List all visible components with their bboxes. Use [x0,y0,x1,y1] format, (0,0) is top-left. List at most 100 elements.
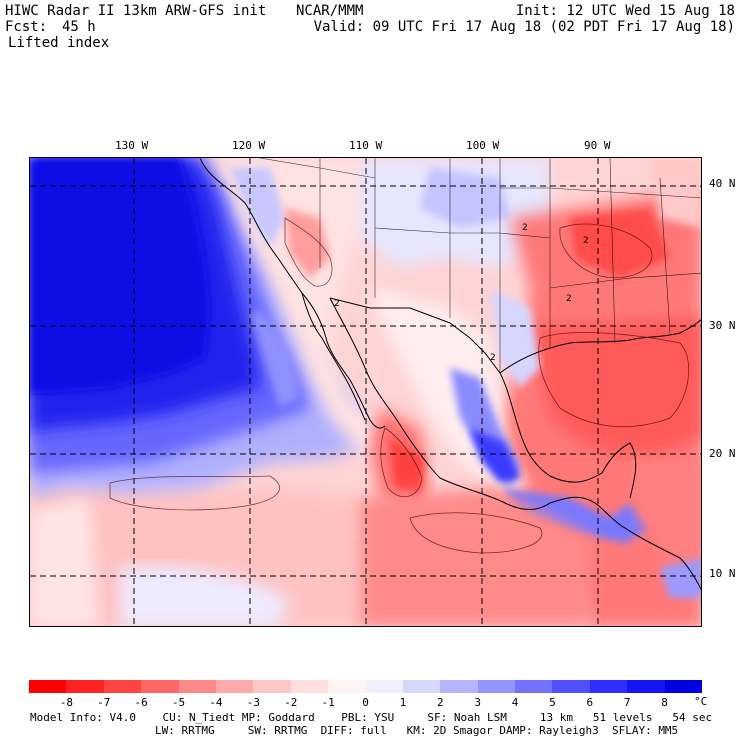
western-us-field [215,158,385,453]
lat-label: 10 N [709,567,736,580]
legend-tick-label: -2 [284,696,298,709]
state-border-line [500,187,701,199]
contour-label: 2 [334,299,340,309]
contour-label: 2 [522,223,528,233]
state-border-line [259,158,376,179]
legend-swatch [440,680,478,693]
state-borders [259,158,701,373]
pacific-blue-deep [30,158,210,393]
model-info-line2: LW: RRTMG SW: RRTMG DIFF: full KM: 2D Sm… [155,724,679,737]
midsouth-red-core [570,208,670,278]
legend-swatch [253,680,291,693]
legend-tick-label: 0 [362,696,369,709]
legend-tick-label: 7 [623,696,631,709]
lat-label: 30 N [709,319,736,332]
state-border-line [549,272,701,289]
legend-tick-label: -4 [209,696,223,709]
lat-label: 40 N [709,177,736,190]
northeast-light [650,158,701,228]
legend-swatch [552,680,590,693]
gulf-coast-mexico [499,372,637,499]
legend-tick-label: 8 [661,696,668,709]
state-border-line [609,158,616,344]
state-border-line [659,177,671,334]
lat-label: 20 N [709,447,736,460]
west-coast-line [199,158,386,429]
us-mexico-border [329,297,501,374]
legend-tick-label: 6 [586,696,594,709]
legend-tick-label: -5 [171,696,186,709]
legend-swatch [627,680,665,693]
lon-label: 100 W [466,139,500,152]
valid-time: Valid: 09 UTC Fri 17 Aug 18 (02 PDT Fri … [313,19,735,35]
legend-swatch [328,680,366,693]
southern-mexico-blue [500,488,650,543]
contour-line [538,332,690,428]
legend-swatch [66,680,104,693]
lon-label: 120 W [232,139,266,152]
lon-label: 90 W [584,139,611,152]
contour-label: 2 [490,353,496,363]
legend-tick-label: -7 [97,696,111,709]
legend-tick-label: 3 [474,696,481,709]
south-bluish-field [120,565,290,626]
model-info-line1: Model Info: V4.0 CU: N_Tiedt MP: Goddard… [30,711,713,724]
mexico-pacific-coast [329,297,701,591]
forecast-hour: 45 h [62,19,96,35]
legend-tick-label: -1 [321,696,335,709]
init-time: Init: 12 UTC Wed 15 Aug 18 [515,3,735,19]
legend-swatch [365,680,403,693]
west-mexico-red-core [390,438,425,498]
legend-swatch [103,680,142,693]
gulf-red-core [530,318,701,458]
contour-line [284,217,333,287]
legend-tick-label: 5 [549,696,556,709]
contour-line [109,475,281,511]
northern-plains-blue [420,168,510,228]
legend-swatch [178,680,216,693]
legend-tick-label: 2 [436,696,444,709]
legend-swatch [664,680,703,693]
forecast-label: Fcst: [5,19,48,35]
legend-swatch [290,680,329,693]
legend-tick-label: -8 [59,696,73,709]
legend-swatch [215,680,254,693]
graticule [30,158,701,626]
california-bluish [230,168,285,248]
map-canvas: 2 2 2 2 2 [30,158,701,626]
state-border-line [374,227,551,239]
lon-label: 130 W [115,139,149,152]
legend-unit: °C [694,695,708,708]
sw-light-field [30,498,100,626]
panama-blue [660,558,701,598]
texas-bluish [490,288,540,388]
color-legend [29,680,703,693]
legend-swatch [141,680,179,693]
caribbean-red [630,458,701,577]
legend-tick-label: -3 [246,696,260,709]
coastal-blue-streak [252,308,300,408]
contour-label: 2 [583,236,589,246]
field-name: Lifted index [8,35,110,51]
legend-swatch [589,680,628,693]
li-contours [109,217,690,554]
legend-tick-label: -6 [134,696,148,709]
legend-swatch [477,680,516,693]
eastern-pacific-red [360,488,590,626]
gulf-coast-us [499,319,701,374]
legend-tick-label: 1 [399,696,407,709]
lon-label: 110 W [349,139,383,152]
south-pacific-field [30,485,360,626]
contour-line [559,223,653,279]
legend-swatch [402,680,441,693]
organization: NCAR/MMM [296,3,364,19]
baja-line [301,292,366,421]
lifted-index-map: 2 2 2 2 2 [29,157,702,627]
legend-swatch [515,680,553,693]
legend-tick-label: 4 [511,696,519,709]
coastlines [199,158,701,591]
legend-swatch [29,680,67,693]
contour-line [409,512,543,554]
contour-label: 2 [566,294,572,304]
model-title: HIWC Radar II 13km ARW-GFS init [5,3,267,19]
